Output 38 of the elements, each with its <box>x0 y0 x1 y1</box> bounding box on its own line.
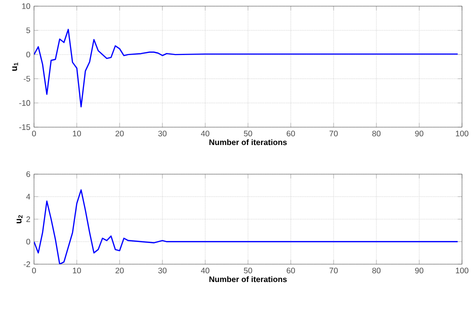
line-series <box>34 28 458 108</box>
x-tick-label: 60 <box>286 268 295 274</box>
x-tick-label: 60 <box>286 130 295 136</box>
x-tick-label: 40 <box>200 268 210 274</box>
y-tick-label: 4 <box>26 194 30 200</box>
y-axis-title: u$_{2}$ <box>16 215 22 224</box>
x-tick-label: 10 <box>72 130 81 136</box>
y-tick-label: 5 <box>26 27 30 34</box>
x-tick-label: 50 <box>244 130 252 136</box>
x-tick-label: 100 <box>456 268 468 274</box>
x-tick-label: 20 <box>116 268 124 274</box>
x-axis-title: Number of iterations <box>209 276 287 282</box>
x-tick-label: 50 <box>244 268 252 274</box>
x-tick-label: 100 <box>456 130 468 136</box>
y-tick-label: -2 <box>24 261 30 267</box>
y-axis-title: u$_{1}$ <box>12 62 18 71</box>
y-tick-label: -5 <box>24 76 30 82</box>
x-tick-label: 80 <box>372 268 381 274</box>
x-tick-label: 20 <box>116 130 124 136</box>
y-tick-label: 6 <box>26 171 30 177</box>
x-tick-label: 0 <box>32 268 36 274</box>
y-tick-label: 10 <box>22 3 30 9</box>
x-tick-label: 90 <box>415 268 424 274</box>
x-tick-label: 90 <box>415 130 424 136</box>
y-tick-label: -15 <box>19 124 30 130</box>
y-tick-label: -10 <box>19 100 30 106</box>
x-tick-label: 70 <box>330 130 338 136</box>
y-tick-label: 0 <box>26 52 30 58</box>
x-axis-title: Number of iterations <box>209 139 287 146</box>
y-tick-label: 0 <box>26 238 30 244</box>
x-tick-label: 40 <box>200 130 210 136</box>
y-tick-label: 2 <box>26 216 30 222</box>
x-tick-label: 0 <box>32 130 36 136</box>
x-tick-label: 70 <box>330 268 338 274</box>
x-tick-label: 30 <box>158 268 167 274</box>
x-tick-label: 30 <box>158 130 167 136</box>
x-tick-label: 80 <box>372 130 381 136</box>
x-tick-label: 10 <box>72 268 81 274</box>
